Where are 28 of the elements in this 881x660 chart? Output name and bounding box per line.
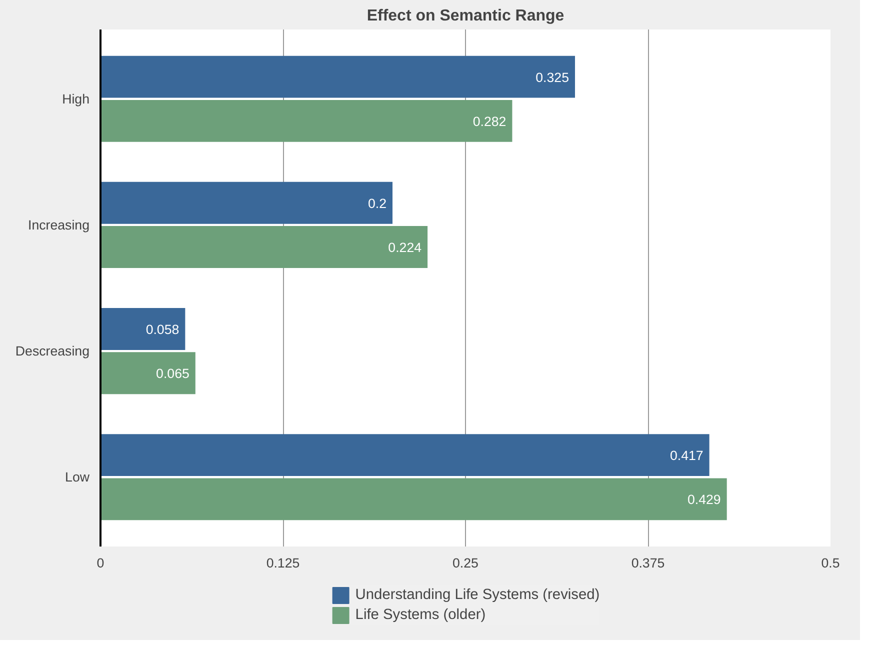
bar	[100, 182, 392, 224]
x-tick-label: 0.5	[821, 556, 840, 570]
bar	[100, 56, 575, 98]
x-tick-label: 0.375	[631, 556, 665, 570]
bar	[100, 434, 710, 476]
data-label: 0.224	[388, 240, 422, 256]
data-label: 0.417	[670, 448, 704, 464]
y-tick-label: Increasing	[28, 217, 90, 232]
x-tick-label: 0	[96, 556, 104, 570]
data-label: 0.325	[536, 70, 570, 85]
bar	[100, 100, 512, 142]
data-label: 0.282	[472, 114, 506, 129]
data-label: 0.058	[146, 322, 180, 337]
data-label: 0.065	[156, 366, 190, 382]
y-tick-label: Descreasing	[15, 344, 90, 359]
y-tick-label: Low	[65, 470, 90, 485]
bar	[100, 478, 727, 520]
chart-title: Effect on Semantic Range	[366, 8, 564, 24]
x-tick-label: 0.25	[452, 556, 478, 570]
data-label: 0.2	[368, 196, 387, 211]
data-label: 0.429	[687, 492, 721, 508]
bar	[100, 352, 196, 394]
y-tick-label: High	[62, 91, 90, 106]
legend-label: Understanding Life Systems (revised)	[355, 587, 600, 603]
bar	[100, 226, 428, 268]
x-tick-label: 0.125	[266, 556, 300, 570]
bar	[100, 308, 186, 350]
legend-label: Life Systems (older)	[355, 607, 486, 623]
